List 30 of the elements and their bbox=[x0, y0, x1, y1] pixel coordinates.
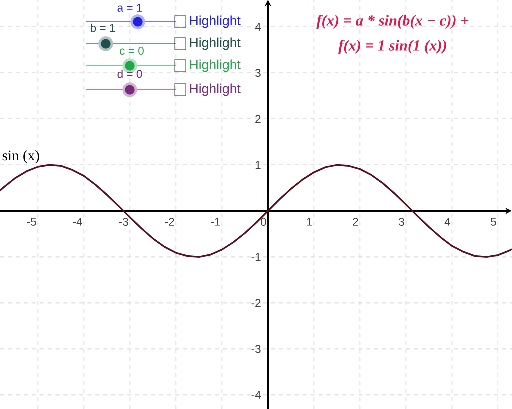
y-tick-label: -2 bbox=[252, 299, 261, 308]
x-tick-label: 3 bbox=[399, 218, 404, 226]
annotation: c = 0 bbox=[120, 47, 144, 55]
annotation: d = 0 bbox=[118, 70, 142, 78]
y-tick-label: 4 bbox=[255, 23, 262, 32]
y-tick-label: 2 bbox=[256, 115, 261, 124]
x-tick-label: 5 bbox=[491, 218, 496, 226]
series-label: sin (x) bbox=[2, 150, 40, 164]
x-tick-label: -2 bbox=[165, 218, 174, 226]
x-tick-label: -5 bbox=[27, 218, 36, 226]
annotation: f(x) = 1 sin(1 (x)) bbox=[338, 40, 446, 54]
x-tick-label: -4 bbox=[73, 218, 82, 226]
x-tick-label: 2 bbox=[353, 218, 358, 226]
annotation: Highlight bbox=[190, 38, 241, 50]
x-tick-label: 4 bbox=[444, 218, 451, 226]
annotation: f(x) = a * sin(b(x − c)) + bbox=[316, 15, 469, 29]
y-tick-label: -1 bbox=[252, 253, 261, 262]
y-tick-label: 1 bbox=[256, 161, 261, 170]
y-tick-label: -4 bbox=[252, 391, 262, 400]
y-tick-label: 3 bbox=[255, 69, 261, 78]
x-tick-label: -3 bbox=[119, 218, 128, 226]
x-tick-label: 1 bbox=[307, 218, 312, 226]
annotation: Highlight bbox=[190, 60, 241, 72]
annotation: b = 1 bbox=[91, 24, 116, 32]
x-tick-label: 0 bbox=[260, 218, 266, 226]
x-tick-label: -1 bbox=[211, 218, 220, 226]
annotation: Highlight bbox=[190, 16, 241, 28]
annotation: Highlight bbox=[190, 84, 241, 96]
y-tick-label: -3 bbox=[252, 345, 261, 354]
annotation: a = 1 bbox=[118, 4, 142, 12]
